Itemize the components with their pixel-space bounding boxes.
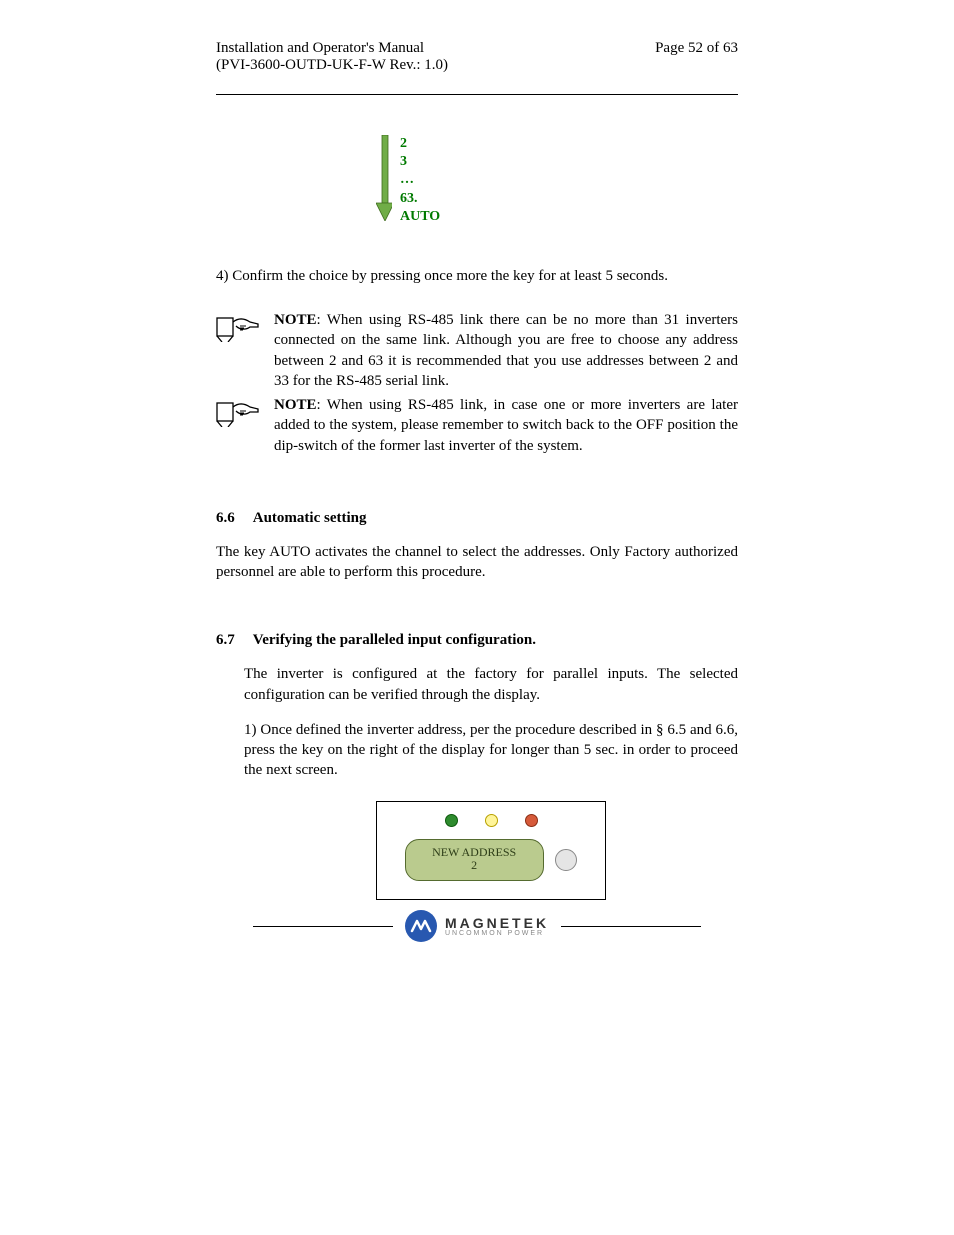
note-2: NOTE: When using RS-485 link, in case on… [216, 395, 738, 460]
address-list: 2 3 … 63. AUTO [400, 135, 440, 226]
section-6-6-heading: 6.6 Automatic setting [216, 510, 738, 527]
section-num: 6.6 [216, 510, 235, 527]
note-label: NOTE [274, 312, 317, 328]
brand-name: MAGNETEK [445, 916, 549, 930]
addr-item: 2 [400, 135, 440, 153]
led-green-icon [445, 814, 458, 827]
pointing-hand-icon [216, 310, 264, 395]
note-2-text: NOTE: When using RS-485 link, in case on… [274, 395, 738, 456]
logo-text: MAGNETEK UNCOMMON POWER [445, 916, 549, 937]
note-label: NOTE [274, 397, 317, 413]
section-6-7-heading: 6.7 Verifying the paralleled input confi… [216, 632, 738, 649]
footer-rule-right [561, 926, 701, 927]
header-rule [216, 94, 738, 95]
addr-item: 3 [400, 153, 440, 171]
lcd-line-2: 2 [412, 859, 537, 872]
section-title: Verifying the paralleled input configura… [253, 632, 536, 649]
addr-item: 63. [400, 190, 440, 208]
lcd-line-1: NEW ADDRESS [412, 846, 537, 859]
note-1-text: NOTE: When using RS-485 link there can b… [274, 310, 738, 391]
section-num: 6.7 [216, 632, 235, 649]
led-row [431, 814, 551, 827]
step-4-text: 4) Confirm the choice by pressing once m… [216, 266, 738, 286]
device-button-icon [555, 849, 577, 871]
addr-item: … [400, 171, 440, 189]
manual-title: Installation and Operator's Manual [216, 40, 448, 57]
page-header: Installation and Operator's Manual (PVI-… [216, 40, 738, 74]
note-body: : When using RS-485 link there can be no… [274, 312, 738, 389]
lcd-row: NEW ADDRESS 2 [391, 839, 591, 881]
pointing-hand-icon [216, 395, 264, 460]
section-6-6-body: The key AUTO activates the channel to se… [216, 542, 738, 583]
addr-item: AUTO [400, 208, 440, 226]
down-arrow-icon [376, 135, 392, 226]
page-number: Page 52 of 63 [655, 40, 738, 74]
section-6-7-body1: The inverter is configured at the factor… [244, 664, 738, 705]
address-list-diagram: 2 3 … 63. AUTO [376, 135, 738, 226]
page-footer: MAGNETEK UNCOMMON POWER [216, 910, 738, 942]
header-left: Installation and Operator's Manual (PVI-… [216, 40, 448, 74]
led-red-icon [525, 814, 538, 827]
led-yellow-icon [485, 814, 498, 827]
section-6-7-content: The inverter is configured at the factor… [244, 664, 738, 900]
manual-subtitle: (PVI-3600-OUTD-UK-F-W Rev.: 1.0) [216, 57, 448, 74]
lcd-screen: NEW ADDRESS 2 [405, 839, 544, 881]
section-title: Automatic setting [253, 510, 367, 527]
magnetek-logo: MAGNETEK UNCOMMON POWER [405, 910, 549, 942]
section-6-7-body2: 1) Once defined the inverter address, pe… [244, 720, 738, 781]
logo-mark-icon [405, 910, 437, 942]
brand-tagline: UNCOMMON POWER [445, 930, 549, 937]
footer-rule-left [253, 926, 393, 927]
note-body: : When using RS-485 link, in case one or… [274, 397, 738, 454]
manual-page: Installation and Operator's Manual (PVI-… [0, 0, 954, 982]
device-panel-diagram: NEW ADDRESS 2 [376, 801, 606, 900]
note-1: NOTE: When using RS-485 link there can b… [216, 310, 738, 395]
